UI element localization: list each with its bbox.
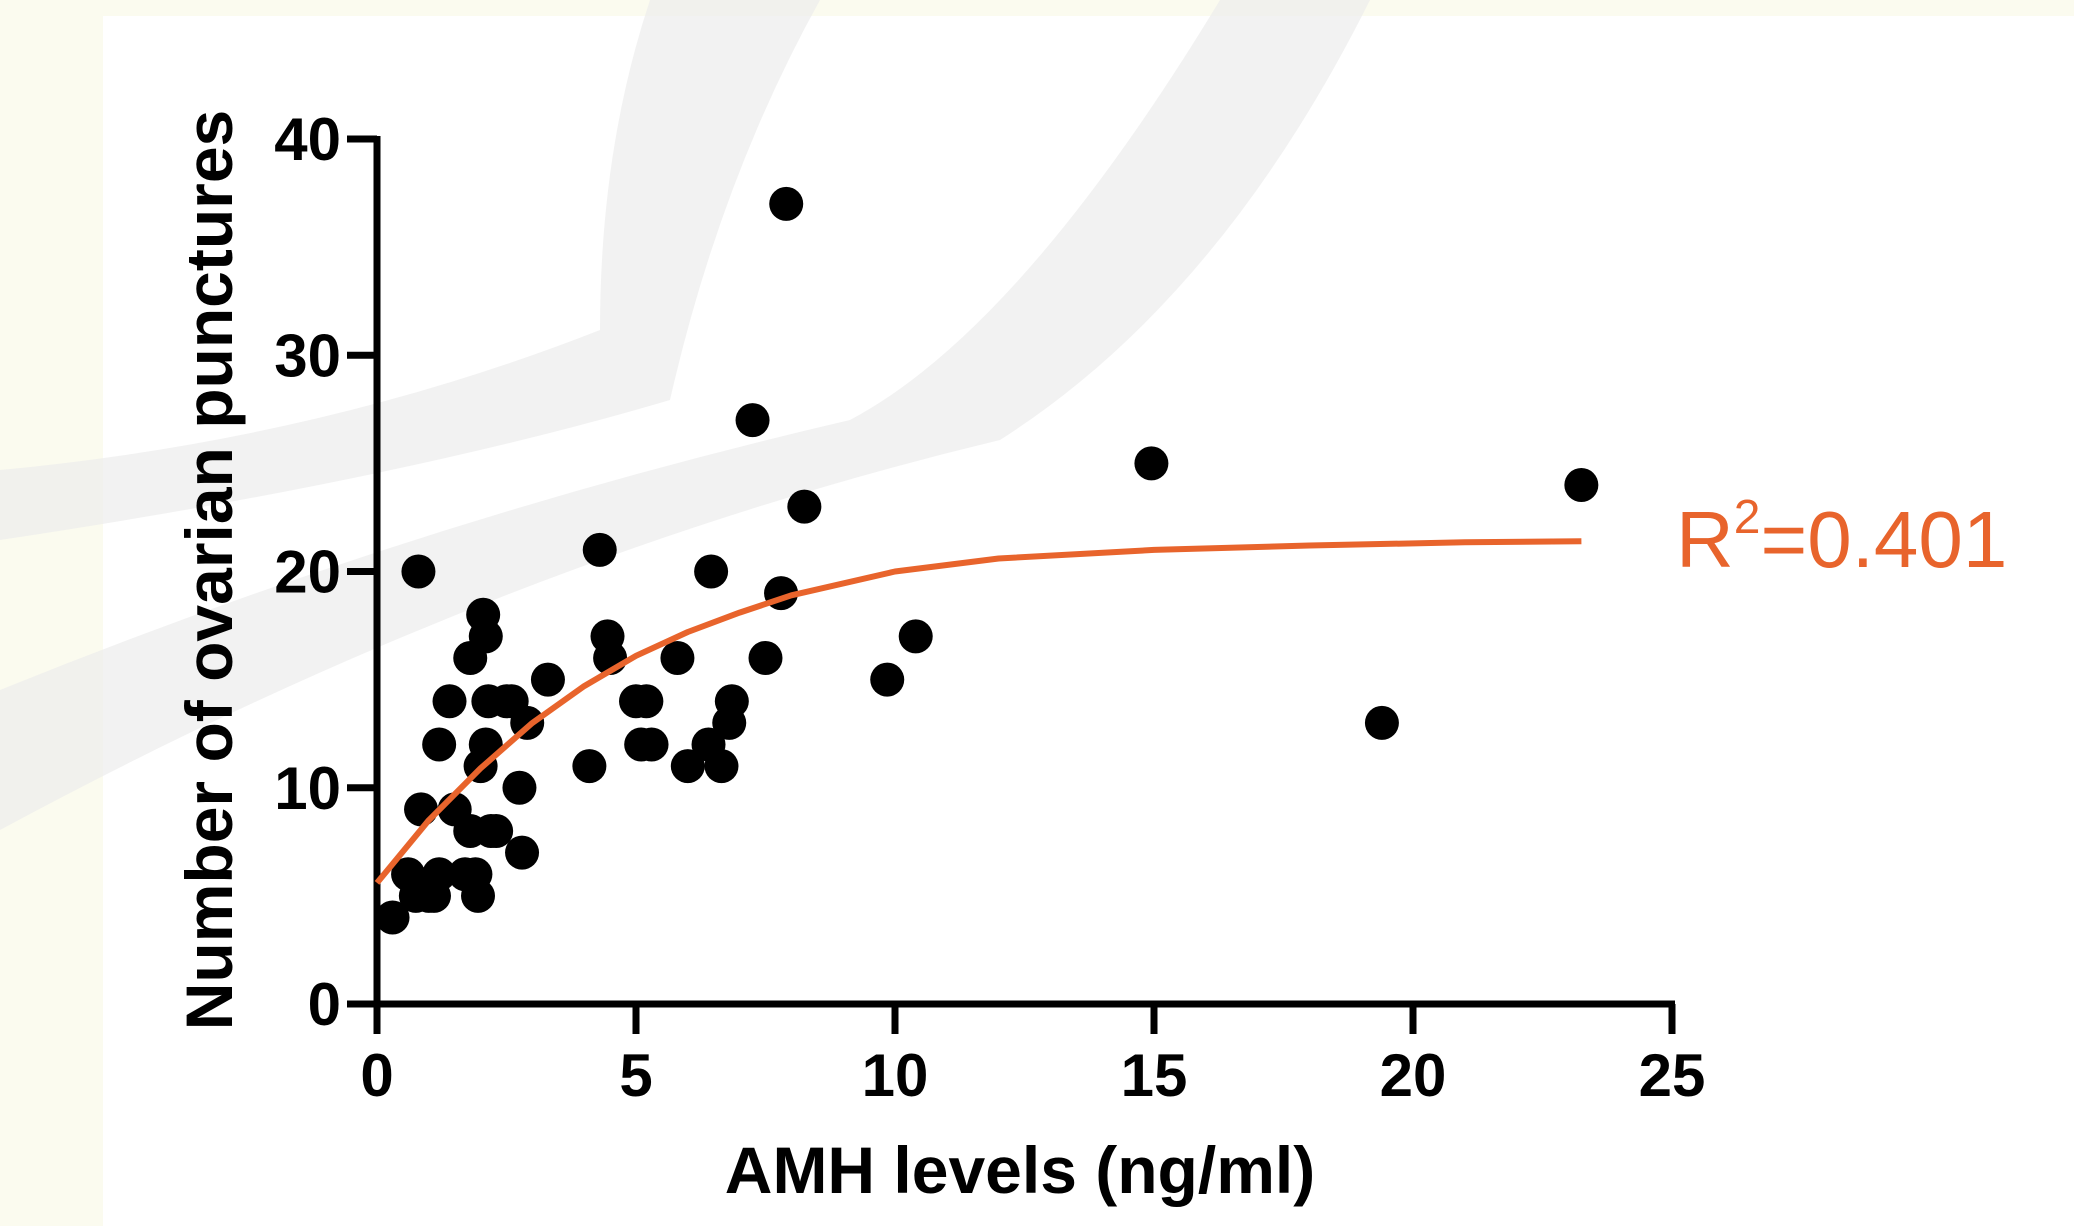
data-point [422,727,457,762]
data-point [530,662,565,697]
r-squared-symbol: R [1676,495,1734,584]
data-point [870,662,905,697]
data-point [769,186,804,221]
r-squared-value: =0.401 [1760,495,2007,584]
data-point [629,684,664,719]
data-point [634,727,669,762]
x-axis-title: AMH levels (ng/ml) [725,1133,1315,1207]
data-point [670,749,705,784]
watermark-swoosh [0,0,1370,830]
data-point [748,641,783,675]
r-squared-label: R2=0.401 [1676,491,2007,584]
data-point [704,749,739,784]
data-point [735,403,770,438]
data-point [714,684,749,719]
x-tick-label: 15 [1121,1042,1188,1109]
y-axis-title: Number of ovarian punctures [172,110,246,1031]
data-point [401,554,436,589]
x-tick-label: 0 [360,1042,393,1109]
data-point [502,770,537,805]
data-point [787,489,822,524]
watermark-arc [0,0,820,540]
data-point [1364,705,1399,740]
data-point [461,878,496,913]
data-point [468,619,503,654]
data-point [572,749,607,784]
fit-curve [374,538,1582,885]
data-point [660,641,695,675]
data-point [432,684,467,719]
y-axis-ticks: 0 10 20 30 40 [274,106,377,1038]
x-tick-label: 5 [619,1042,652,1109]
y-tick-label: 20 [274,539,341,606]
data-point [694,554,729,589]
x-axis-ticks: 0 5 10 15 20 25 [360,1004,1705,1109]
data-point [375,900,410,935]
x-tick-label: 20 [1380,1042,1447,1109]
y-tick-label: 40 [274,106,341,173]
x-tick-label: 25 [1639,1042,1706,1109]
fit-curve-group [374,538,1582,885]
data-point [898,619,933,654]
data-point [422,857,457,892]
data-point [404,792,439,827]
data-point [582,532,617,567]
y-tick-label: 0 [308,971,341,1038]
x-tick-label: 10 [862,1042,929,1109]
data-point [505,835,540,870]
data-points [375,186,1599,935]
data-point [479,814,514,848]
y-tick-label: 10 [274,755,341,822]
data-point [1564,468,1599,502]
y-tick-label: 30 [274,322,341,389]
data-point [1134,446,1169,481]
r-squared-superscript: 2 [1734,491,1761,544]
